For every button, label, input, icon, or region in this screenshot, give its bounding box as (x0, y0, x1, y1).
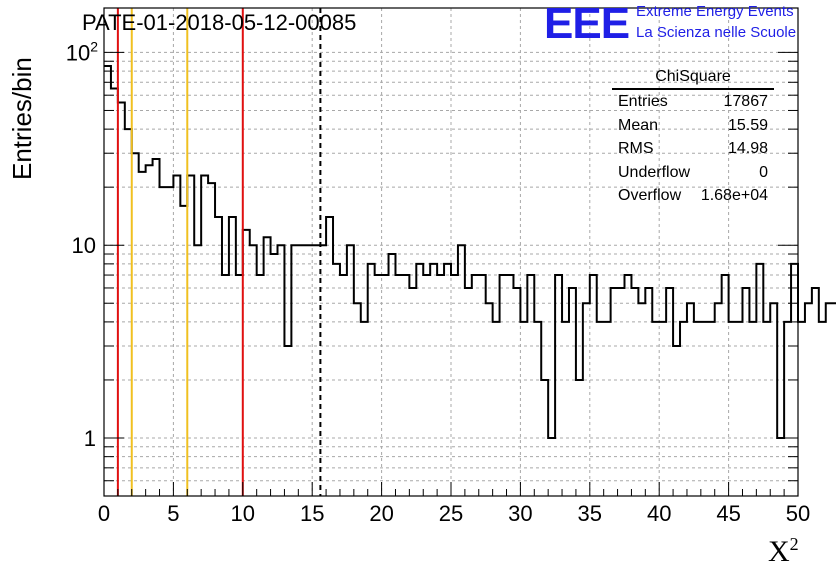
y-axis-label: Entries/bin (7, 57, 37, 180)
stats-row-mean: Mean 15.59 (612, 114, 774, 138)
x-tick-label: 50 (786, 501, 810, 526)
stats-value: 0 (759, 163, 768, 181)
stats-box: ChiSquare Entries 17867 Mean 15.59 RMS 14.9… (612, 68, 774, 208)
stats-row-entries: Entries 17867 (612, 90, 774, 114)
stats-row-rms: RMS 14.98 (612, 137, 774, 161)
stats-title: ChiSquare (612, 68, 774, 90)
histogram-layer (104, 65, 836, 439)
x-tick-label: 45 (716, 501, 740, 526)
x-tick-label: 30 (508, 501, 532, 526)
eee-logo: EEE (544, 0, 630, 48)
stats-key: Mean (618, 116, 659, 134)
marker-lines-layer (116, 8, 322, 496)
x-tick-label: 10 (231, 501, 255, 526)
stats-value: 14.98 (727, 140, 768, 157)
x-tick-label: 15 (300, 501, 324, 526)
chart-title: PATE-01-2018-05-12-00085 (82, 10, 357, 35)
stats-key: Overflow (618, 187, 682, 204)
x-tick-label: 5 (167, 501, 179, 526)
stats-key: Entries (618, 93, 668, 110)
stats-value: 17867 (723, 93, 769, 110)
histogram-outline (104, 65, 836, 439)
y-tick-label: 1 (84, 426, 96, 451)
stats-key: RMS (618, 140, 654, 157)
x-axis-label-superscript: 2 (789, 534, 799, 554)
stats-key: Underflow (618, 163, 691, 181)
y-tick-label: 102 (66, 38, 98, 65)
logo-subtitle-line2: La Scienza nelle Scuole (636, 24, 797, 41)
x-tick-label: 40 (647, 501, 671, 526)
stats-row-underflow: Underflow 0 (612, 161, 774, 185)
x-axis-label: X2 (768, 534, 799, 569)
x-tick-label: 0 (98, 501, 110, 526)
y-tick-label: 10 (72, 233, 96, 258)
ticks-layer: 0 5 10 15 20 25 30 35 40 45 50 1 10 102 (66, 38, 811, 526)
stats-value: 1.68e+04 (700, 187, 768, 204)
logo-subtitle-line1: Extreme Energy Events (636, 3, 794, 20)
x-tick-label: 20 (369, 501, 393, 526)
grid-layer (104, 8, 798, 497)
x-axis-label-base: X (768, 535, 790, 568)
stats-row-overflow: Overflow 1.68e+04 (612, 184, 774, 208)
x-tick-label: 35 (578, 501, 602, 526)
x-tick-label: 25 (439, 501, 463, 526)
stats-value: 15.59 (727, 116, 768, 134)
